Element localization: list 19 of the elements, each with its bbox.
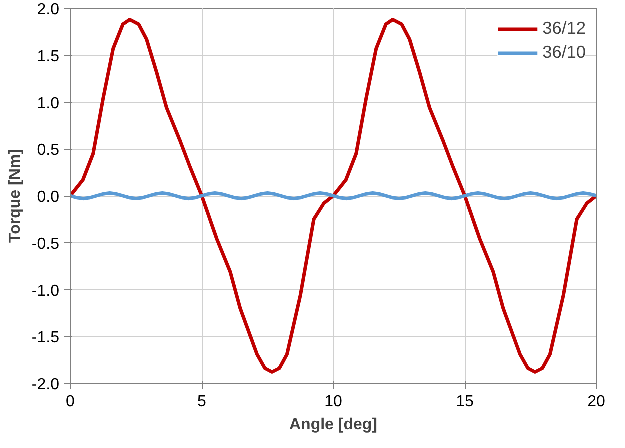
y-tick-label: 0.5 bbox=[37, 142, 60, 160]
x-axis-title: Angle [deg] bbox=[290, 416, 378, 434]
y-tick-label: -0.5 bbox=[32, 236, 60, 253]
y-tick-label: -1.5 bbox=[32, 330, 60, 347]
y-tick-label: -2.0 bbox=[32, 376, 60, 394]
y-tick-label: 1.0 bbox=[37, 95, 60, 112]
y-tick-label: 0.0 bbox=[37, 189, 60, 206]
y-tick-label: 2.0 bbox=[37, 2, 60, 18]
x-tick-label: 10 bbox=[324, 394, 342, 410]
legend-label: 36/10 bbox=[542, 42, 586, 63]
x-tick-label: 15 bbox=[456, 394, 474, 410]
x-tick-label: 20 bbox=[588, 394, 606, 410]
y-tick-label: -1.0 bbox=[32, 282, 60, 300]
y-tick-label: 1.5 bbox=[37, 48, 60, 66]
x-tick-label: 0 bbox=[66, 394, 76, 410]
line-series bbox=[70, 18, 596, 374]
y-axis-title: Torque [Nm] bbox=[6, 149, 24, 243]
legend-label: 36/12 bbox=[542, 18, 586, 39]
x-tick-label: 5 bbox=[198, 394, 207, 410]
